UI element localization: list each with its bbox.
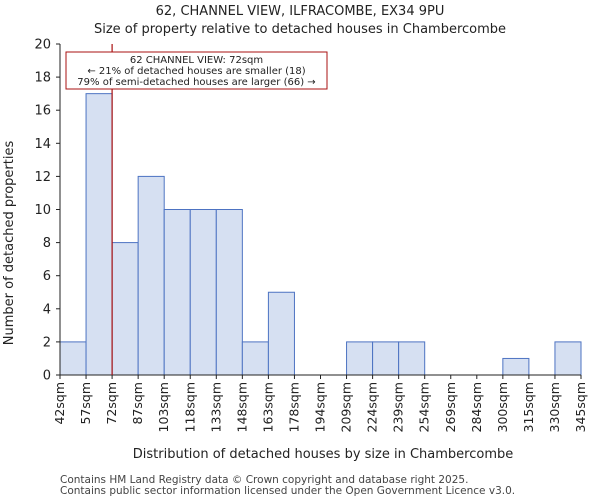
x-tick-label: 42sqm: [52, 382, 67, 425]
x-tick-label: 300sqm: [495, 382, 510, 432]
bar-72sqm: [111, 242, 139, 376]
x-tick-label: 103sqm: [156, 382, 171, 432]
y-tick-label: 8: [43, 236, 51, 251]
x-tick-label: 118sqm: [182, 382, 197, 432]
chart-subtitle: Size of property relative to detached ho…: [93, 22, 507, 37]
x-tick-label: 163sqm: [260, 382, 275, 432]
bar-239sqm: [398, 341, 426, 376]
y-tick-label: 18: [34, 71, 51, 86]
x-tick-label: 133sqm: [208, 382, 223, 432]
y-tick-label: 10: [34, 203, 51, 218]
y-tick-label: 2: [43, 335, 51, 350]
x-tick-label: 269sqm: [443, 382, 458, 432]
x-tick-label: 254sqm: [417, 382, 432, 432]
annotation-box: [65, 51, 328, 90]
x-tick-label: 148sqm: [234, 382, 249, 432]
x-tick-label: 345sqm: [573, 382, 588, 432]
x-axis-label: Distribution of detached houses by size …: [133, 447, 514, 462]
bar-209sqm: [346, 341, 374, 376]
bar-118sqm: [189, 209, 217, 376]
x-tick-label: 239sqm: [391, 382, 406, 432]
x-tick-label: 87sqm: [130, 382, 145, 425]
x-tick-label: 330sqm: [547, 382, 562, 432]
annotation-line-3: 79% of semi-detached houses are larger (…: [77, 77, 315, 88]
y-tick-label: 20: [34, 38, 51, 53]
bar-103sqm: [163, 209, 191, 376]
bar-163sqm: [267, 291, 295, 376]
y-tick-label: 12: [34, 170, 51, 185]
bar-133sqm: [215, 209, 243, 376]
bar-300sqm: [502, 357, 530, 376]
annotation-line-1: 62 CHANNEL VIEW: 72sqm: [130, 55, 263, 66]
x-tick-label: 178sqm: [286, 382, 301, 432]
x-tick-label: 209sqm: [339, 382, 354, 432]
x-tick-label: 224sqm: [365, 382, 380, 432]
bar-148sqm: [241, 341, 269, 376]
x-tick-label: 284sqm: [469, 382, 484, 432]
footer-line-1: Contains HM Land Registry data © Crown c…: [60, 474, 469, 486]
x-tick-label: 72sqm: [104, 382, 119, 425]
y-tick-label: 0: [43, 369, 51, 384]
bar-42sqm: [59, 341, 87, 376]
y-tick-label: 16: [34, 104, 51, 119]
y-tick-label: 14: [34, 137, 51, 152]
y-tick-label: 6: [43, 269, 51, 284]
y-tick-label: 4: [43, 302, 51, 317]
x-tick-label: 194sqm: [313, 382, 328, 432]
bar-57sqm: [85, 93, 113, 376]
bar-87sqm: [137, 175, 165, 376]
y-axis-label: Number of detached properties: [2, 141, 17, 346]
footer-line-2: Contains public sector information licen…: [60, 485, 516, 497]
bar-330sqm: [554, 341, 582, 376]
chart-title: 62, CHANNEL VIEW, ILFRACOMBE, EX34 9PU: [155, 4, 445, 19]
bar-224sqm: [372, 341, 400, 376]
x-tick-label: 315sqm: [521, 382, 536, 432]
x-tick-label: 57sqm: [78, 382, 93, 425]
annotation-line-2: ← 21% of detached houses are smaller (18…: [87, 66, 305, 77]
